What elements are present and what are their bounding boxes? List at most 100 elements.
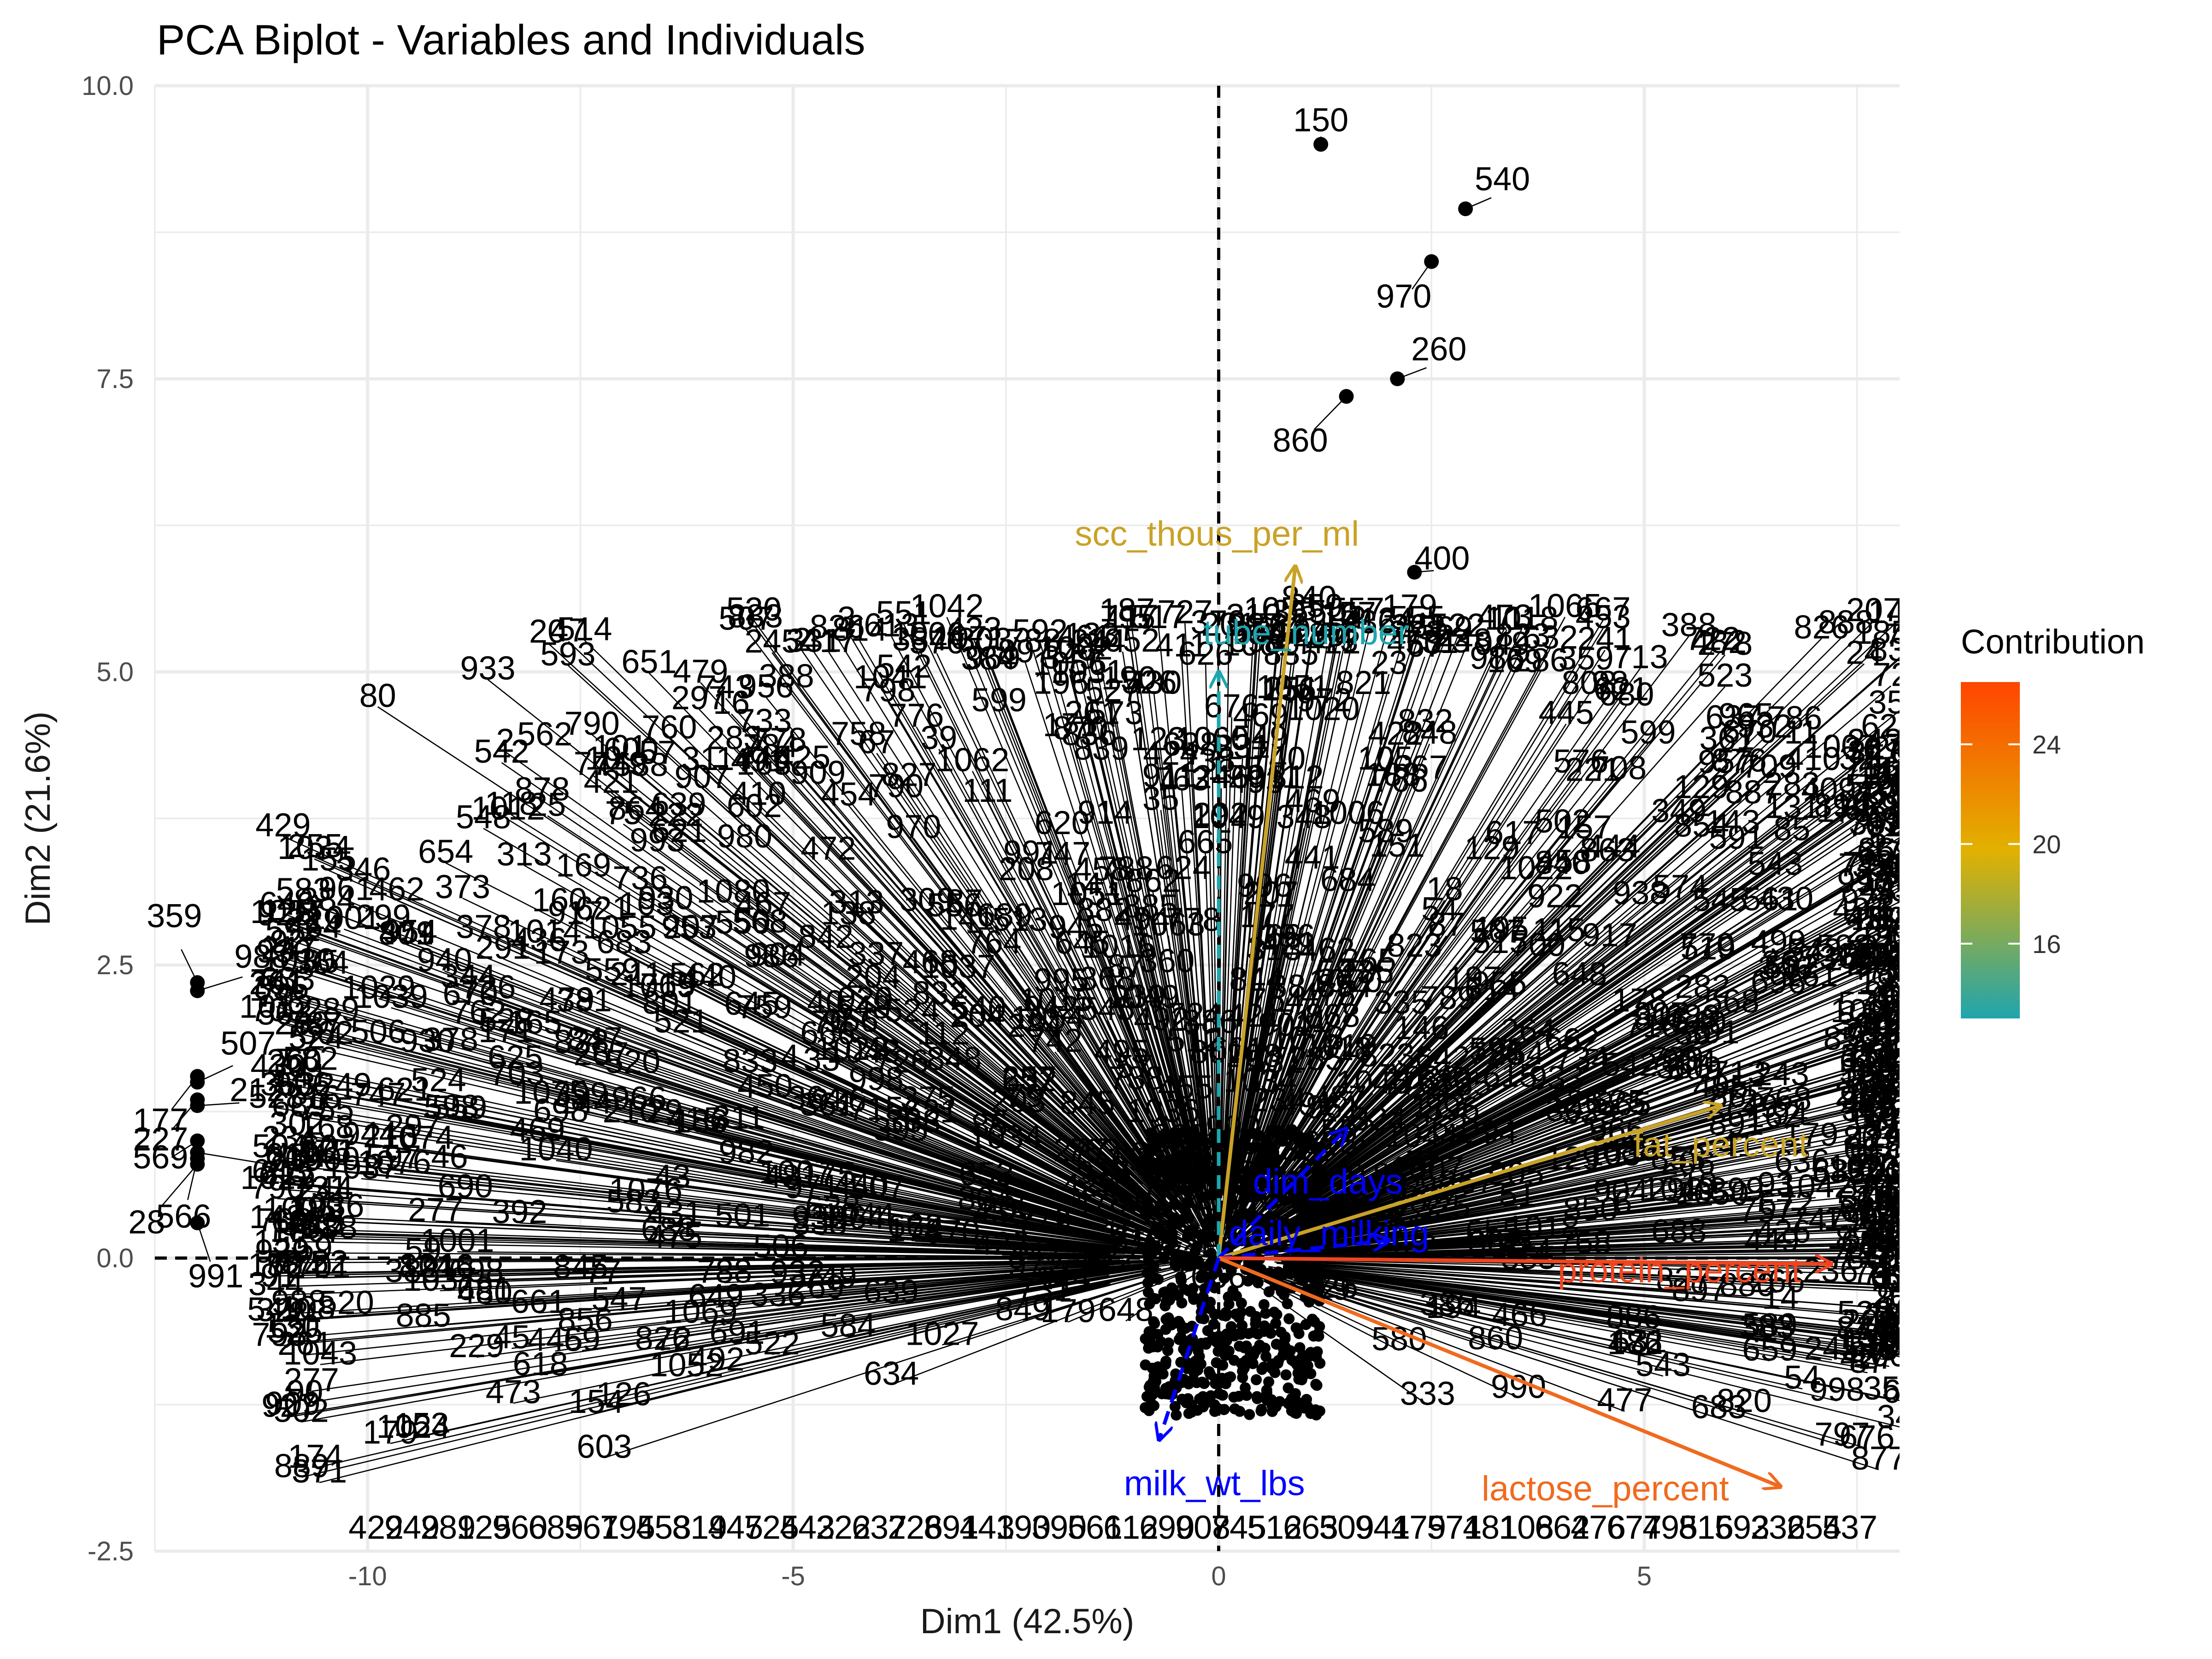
individual-label-260: 260 xyxy=(1411,331,1466,368)
overplotted-label: 93 xyxy=(1894,999,1931,1036)
overplotted-label: 842 xyxy=(798,918,853,955)
overplotted-label: 562 xyxy=(517,716,572,753)
leader-line xyxy=(476,1260,1130,1283)
individual-point xyxy=(1153,1166,1165,1178)
overplotted-label: 528 xyxy=(479,1002,534,1039)
overplotted-label: 90 xyxy=(286,1374,323,1411)
overplotted-label: 261 xyxy=(1065,694,1120,731)
overplotted-label: 701 xyxy=(1847,807,1902,844)
leader-line xyxy=(1083,647,1203,1185)
leader-line xyxy=(295,1267,1108,1343)
individual-point xyxy=(1313,1330,1324,1342)
individual-point xyxy=(1281,1128,1293,1140)
overplotted-label: 1052 xyxy=(1086,622,1159,659)
overplotted-label: 429 xyxy=(255,807,311,844)
leader-line xyxy=(1296,1120,1870,1242)
overplotted-label: 790 xyxy=(250,1169,305,1206)
overplotted-label: 676 xyxy=(1839,1419,1894,1456)
overplotted-label: 535 xyxy=(1811,1153,1866,1189)
overplotted-label: 555 xyxy=(1390,600,1445,636)
overplotted-label: 423 xyxy=(947,611,1002,648)
overplotted-label: 1016 xyxy=(400,1248,474,1285)
leader-line xyxy=(1295,663,1865,1188)
leader-line xyxy=(737,1268,1161,1345)
overplotted-label: 537 xyxy=(1822,1509,1877,1546)
overplotted-label: 283 xyxy=(706,719,762,756)
individual-point xyxy=(1229,1403,1241,1415)
leader-line xyxy=(1091,646,1204,1185)
overplotted-label: 47 xyxy=(550,612,587,649)
overplotted-label: 118 xyxy=(485,785,538,822)
overplotted-label: 229 xyxy=(449,1328,504,1365)
contribution-legend: Contribution 16 20 24 xyxy=(1961,623,2145,1018)
individual-label-209: 209 xyxy=(266,1141,322,1178)
overplotted-label: 429 xyxy=(1847,1122,1902,1159)
overplotted-label: 607 xyxy=(301,1128,356,1165)
overplotted-label: 163 xyxy=(736,745,792,782)
individual-point xyxy=(1260,1351,1272,1362)
leader-line xyxy=(797,1260,1168,1284)
individual-point xyxy=(1251,1141,1263,1153)
overplotted-label: 599 xyxy=(1620,714,1676,751)
overplotted-label: 114 xyxy=(1861,753,1914,790)
overplotted-label: 831 xyxy=(1215,728,1270,765)
overplotted-label: 3 xyxy=(1890,1262,1908,1299)
leader-line xyxy=(648,672,1151,1188)
individual-point-150 xyxy=(1313,137,1329,152)
overplotted-label: 733 xyxy=(736,703,792,740)
individual-point-212 xyxy=(190,1098,205,1113)
individual-point-507 xyxy=(190,1075,205,1090)
individual-point xyxy=(1263,1376,1275,1388)
overplotted-label: 998 xyxy=(1837,864,1892,900)
overplotted-label: 482 xyxy=(1691,624,1747,660)
overplotted-label: 1010 xyxy=(1860,1039,1934,1076)
overplotted-label: 524 xyxy=(288,1019,344,1056)
overplotted-label: 703 xyxy=(1848,776,1903,812)
overplotted-label: 445 xyxy=(528,1322,583,1359)
leader-line xyxy=(1300,1261,1900,1293)
leader-line xyxy=(519,1222,1135,1255)
individual-point xyxy=(1217,1359,1229,1371)
overplotted-label: 331 xyxy=(786,622,841,659)
individual-point xyxy=(1171,1409,1182,1421)
overplotted-label: 92 xyxy=(270,924,306,960)
individual-point xyxy=(1160,1178,1172,1189)
overplotted-label: 637 xyxy=(1706,699,1761,735)
overplotted-label: 464 xyxy=(286,908,341,945)
overplotted-label: 1006 xyxy=(891,616,965,653)
overplotted-label: 77 xyxy=(275,1042,312,1079)
leader-line xyxy=(377,706,1118,1193)
leader-line xyxy=(1302,887,1900,1213)
overplotted-label: 143 xyxy=(1868,594,1923,630)
overplotted-label: 1001 xyxy=(420,1222,494,1259)
leader-line xyxy=(998,711,1193,1193)
overplotted-label: 430 xyxy=(1126,665,1182,701)
leader-line xyxy=(1298,877,1880,1213)
individual-point xyxy=(1309,1316,1320,1328)
overplotted-label: 244 xyxy=(1071,623,1126,659)
individual-point xyxy=(1228,1174,1240,1186)
overplotted-label: 196 xyxy=(1034,665,1089,701)
leader-line xyxy=(538,1264,1137,1314)
overplotted-label: 631 xyxy=(1870,1259,1925,1296)
overplotted-label: 770 xyxy=(1679,927,1735,964)
individual-point xyxy=(1248,1327,1260,1338)
overplotted-label: 998 xyxy=(1888,814,1943,851)
overplotted-label: 542 xyxy=(877,648,932,685)
overplotted-label: 598 xyxy=(424,1088,479,1125)
leader-line xyxy=(1299,929,1888,1219)
individual-point xyxy=(1175,1150,1186,1161)
overplotted-label: 574 xyxy=(1653,868,1708,905)
overplotted-label: 100 xyxy=(1864,994,1919,1031)
overplotted-label: 320 xyxy=(256,1292,312,1329)
overplotted-label: 778 xyxy=(751,722,806,759)
overplotted-label: 521 xyxy=(653,1003,709,1040)
individual-point xyxy=(1272,1358,1283,1369)
overplotted-label: 57 xyxy=(1116,1048,1153,1085)
overplotted-label: 357 xyxy=(1868,684,1924,721)
individual-point xyxy=(1153,1228,1165,1240)
individual-point xyxy=(1144,1298,1155,1310)
x-axis-label: Dim1 (42.5%) xyxy=(920,1602,1135,1641)
individual-label-970: 970 xyxy=(1376,278,1431,315)
individual-point xyxy=(1151,1132,1162,1144)
